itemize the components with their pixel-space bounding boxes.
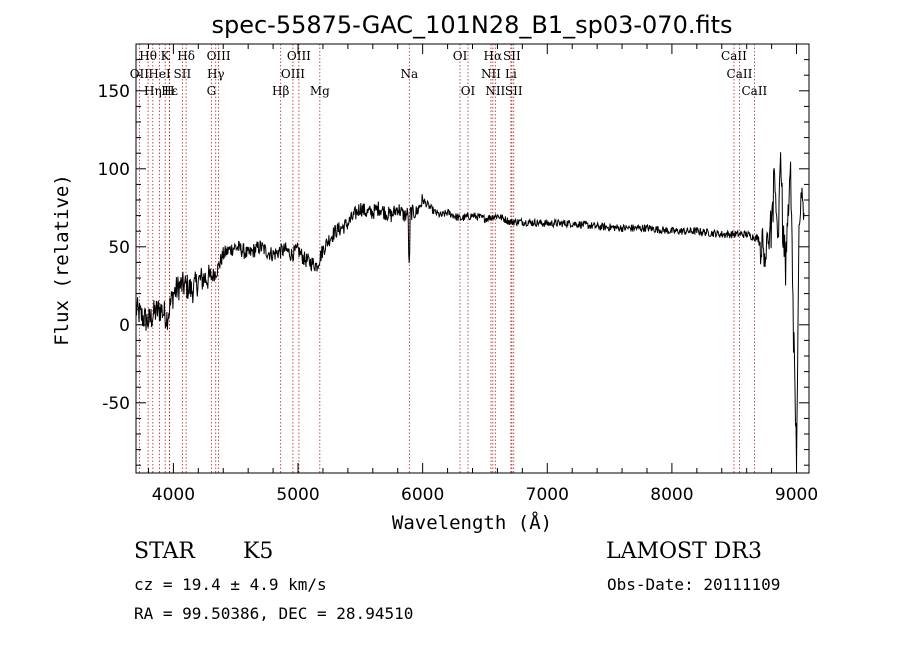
redshift-cz: cz = 19.4 ± 4.9 km/s xyxy=(134,575,327,594)
line-label-hγ: Hγ xyxy=(207,67,225,81)
ra-dec-coordinates: RA = 99.50386, DEC = 28.94510 xyxy=(134,604,414,623)
x-tick-label: 4000 xyxy=(152,485,195,505)
y-tick-label: 150 xyxy=(98,82,130,102)
y-axis-label: Flux (relative) xyxy=(51,174,73,346)
line-label-hei: HeI xyxy=(148,67,171,81)
line-label-oiii: OIII xyxy=(281,67,305,81)
y-tick-label: -50 xyxy=(102,394,130,414)
line-label-oii: OII xyxy=(130,67,150,81)
x-axis-label: Wavelength (Å) xyxy=(392,511,552,534)
x-axis-ticks: 4000 5000 6000 7000 8000 9000 xyxy=(147,44,818,505)
line-label-caii: CaII xyxy=(721,49,747,63)
x-tick-label: 8000 xyxy=(650,485,693,505)
line-label-g: G xyxy=(207,84,217,98)
line-label-h: H xyxy=(164,84,174,98)
line-label-hβ: Hβ xyxy=(272,84,289,98)
plot-frame xyxy=(135,43,810,474)
line-label-nii: NII xyxy=(481,67,501,81)
line-label-sii: SII xyxy=(505,84,523,98)
observation-date: Obs-Date: 20111109 xyxy=(607,575,781,594)
line-label-oiii: OIII xyxy=(287,49,311,63)
line-label-sii: SII xyxy=(174,67,192,81)
line-label-oi: OI xyxy=(453,49,468,63)
survey-name: LAMOST DR3 xyxy=(606,539,762,564)
chart-title: spec-55875-GAC_101N28_B1_sp03-070.fits xyxy=(211,11,732,39)
line-label-mg: Mg xyxy=(310,84,330,98)
line-label-hθ: Hθ xyxy=(139,49,157,63)
line-label-sii: SII xyxy=(503,49,521,63)
object-class: STAR xyxy=(134,539,195,564)
object-subclass: K5 xyxy=(243,539,274,564)
line-label-li: Li xyxy=(505,67,517,81)
line-label-hε: Hε xyxy=(161,84,178,98)
y-tick-label: 100 xyxy=(98,160,130,180)
x-tick-label: 6000 xyxy=(401,485,444,505)
spectrum-trace xyxy=(135,152,805,468)
x-tick-label: 9000 xyxy=(775,485,818,505)
y-tick-label: 0 xyxy=(119,316,130,336)
line-label-hα: Hα xyxy=(484,49,503,63)
line-label-nii: NII xyxy=(485,84,505,98)
line-label-caii: CaII xyxy=(741,84,767,98)
line-label-k: K xyxy=(161,49,171,63)
line-label-na: Na xyxy=(400,67,418,81)
y-axis-ticks: -50 0 50 100 150 xyxy=(98,43,809,466)
line-label-oi: OI xyxy=(461,84,476,98)
line-label-hη: Hη xyxy=(144,84,162,98)
spectral-line-markers xyxy=(138,44,755,473)
y-tick-label: 50 xyxy=(108,238,130,258)
line-label-hδ: Hδ xyxy=(177,49,195,63)
line-label-caii: CaII xyxy=(727,67,753,81)
line-label-oiii: OIII xyxy=(207,49,231,63)
x-tick-label: 7000 xyxy=(526,485,569,505)
x-tick-label: 5000 xyxy=(276,485,319,505)
